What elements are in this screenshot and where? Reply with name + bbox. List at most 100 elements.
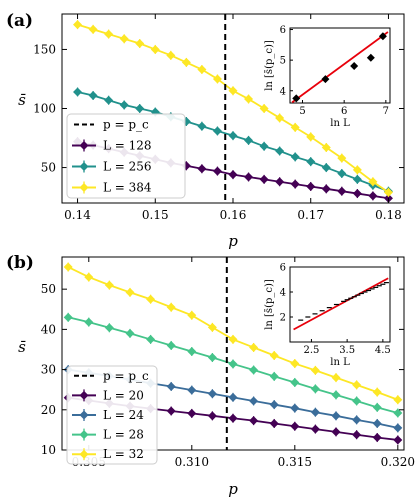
legend-symbol-marker — [79, 410, 89, 420]
data-point — [269, 400, 279, 410]
data-point — [331, 373, 341, 383]
data-point — [310, 407, 320, 417]
legend-label: L = 384 — [103, 181, 152, 195]
data-point — [368, 177, 378, 187]
data-point — [166, 340, 176, 350]
data-point — [244, 172, 254, 182]
data-point — [125, 328, 135, 338]
inset-y-tick-label: 4 — [280, 288, 286, 299]
data-point — [125, 287, 135, 297]
data-point — [352, 174, 362, 184]
data-point — [197, 164, 207, 174]
x-tick-label: 0.315 — [278, 455, 312, 469]
inset-point — [292, 94, 301, 103]
data-point — [207, 322, 217, 332]
data-point — [104, 323, 114, 333]
data-point — [166, 381, 176, 391]
inset-plot — [293, 277, 389, 331]
data-point — [166, 302, 176, 312]
data-point — [63, 312, 73, 322]
inset-fit-line — [291, 31, 389, 103]
x-axis-label: p — [228, 232, 238, 250]
data-point — [119, 34, 129, 44]
inset-x-label: ln L — [330, 357, 350, 368]
data-point — [290, 122, 300, 132]
legend-label: L = 32 — [103, 447, 144, 461]
y-tick-label: 20 — [41, 403, 56, 417]
legend-label: p = p_c — [103, 369, 149, 383]
data-point — [197, 121, 207, 131]
data-point — [212, 74, 222, 84]
data-point — [228, 359, 238, 369]
inset-y-tick-label: 5 — [280, 56, 286, 67]
data-point — [187, 408, 197, 418]
legend-symbol-marker — [79, 141, 89, 150]
data-point — [352, 189, 362, 199]
data-point — [181, 57, 191, 67]
inset-plot — [291, 31, 389, 103]
data-point — [321, 163, 331, 173]
data-point — [337, 168, 347, 178]
panel-a: (a) 0.14 0.15 0.16 0.17 0.18 50 100 150 p s̄ p = p_… — [6, 11, 405, 250]
legend-symbol-marker — [79, 162, 89, 171]
x-tick-label: 0.17 — [297, 208, 324, 222]
data-point — [259, 174, 269, 184]
data-point — [84, 317, 94, 327]
data-point — [146, 334, 156, 344]
data-point — [310, 424, 320, 434]
data-point — [207, 353, 217, 363]
data-point — [187, 310, 197, 320]
legend: p = p_c L = 128 L = 256 L = 384 — [66, 113, 186, 199]
inset-frame — [289, 27, 391, 104]
data-point — [337, 153, 347, 163]
legend-label: L = 28 — [103, 428, 144, 442]
legend-label: L = 20 — [103, 388, 144, 402]
plot-area — [63, 257, 403, 450]
y-axis-label: s̄ — [18, 338, 26, 356]
y-tick-label: 40 — [41, 322, 56, 336]
data-point — [352, 165, 362, 175]
data-point — [88, 91, 98, 101]
data-point — [212, 126, 222, 136]
x-tick-label: 0.310 — [175, 455, 209, 469]
data-point — [244, 135, 254, 145]
data-point — [63, 262, 73, 272]
series-l32 — [63, 262, 403, 405]
legend-symbol-marker — [79, 183, 89, 192]
data-point — [290, 403, 300, 413]
data-point — [321, 142, 331, 152]
series-l384 — [73, 20, 393, 197]
data-point — [372, 402, 382, 412]
data-point — [310, 365, 320, 375]
data-point — [290, 421, 300, 431]
data-point — [166, 406, 176, 416]
data-point — [372, 418, 382, 428]
data-point — [331, 411, 341, 421]
data-point — [207, 411, 217, 421]
inset-y-label: ln [s̄(p_c)] — [264, 40, 275, 91]
x-axis-label: p — [228, 480, 238, 498]
data-point — [269, 371, 279, 381]
data-point — [368, 191, 378, 201]
data-point — [352, 396, 362, 406]
y-tick-label: 30 — [41, 363, 56, 377]
data-point — [187, 385, 197, 395]
data-point — [244, 94, 254, 104]
series-l28 — [63, 312, 403, 418]
data-point — [249, 365, 259, 375]
data-point — [84, 272, 94, 282]
legend-label: L = 24 — [103, 408, 144, 422]
inset-fit-line — [293, 277, 389, 331]
data-point — [290, 179, 300, 189]
data-point — [393, 435, 403, 445]
data-point — [259, 141, 269, 151]
data-point — [290, 152, 300, 162]
legend-label: L = 256 — [103, 160, 152, 174]
data-point — [228, 86, 238, 96]
data-point — [119, 100, 129, 110]
y-tick-label: 100 — [33, 102, 56, 116]
data-point — [249, 396, 259, 406]
plot-frame — [61, 256, 405, 451]
y-tick-label: 10 — [41, 443, 56, 457]
